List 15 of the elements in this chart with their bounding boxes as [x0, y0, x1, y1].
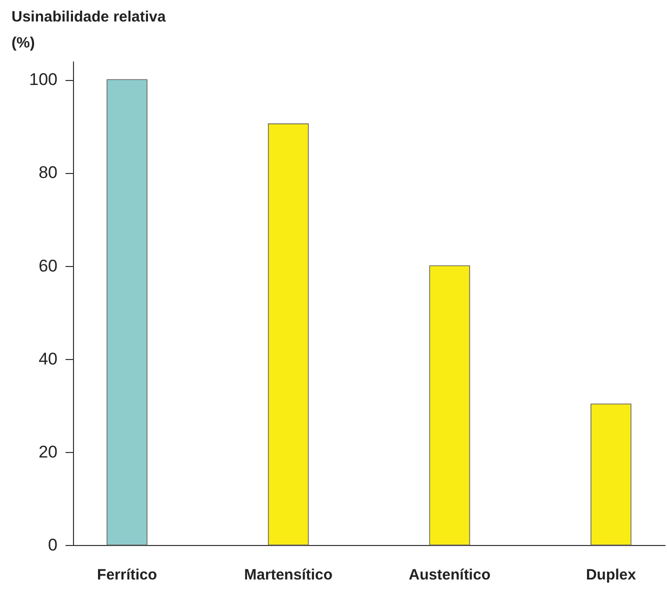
y-tick-label: 40	[38, 349, 58, 368]
y-tick-label: 100	[29, 70, 58, 90]
y-tick-label: 80	[38, 163, 58, 182]
x-tick-label: Duplex	[586, 566, 637, 584]
x-tick-label: Martensítico	[244, 566, 333, 584]
bar	[429, 265, 470, 546]
y-tick-label: 20	[38, 442, 58, 462]
y-axis-title: Usinabilidade relativa (%)	[12, 8, 166, 52]
bar	[106, 79, 148, 546]
bar	[590, 404, 632, 546]
x-tick-label: Austenítico	[408, 566, 490, 584]
y-tick-label: 60	[38, 256, 58, 276]
bar	[268, 123, 309, 546]
x-tick-label: Ferrítico	[97, 566, 158, 584]
y-tick-label: 0	[48, 536, 58, 554]
